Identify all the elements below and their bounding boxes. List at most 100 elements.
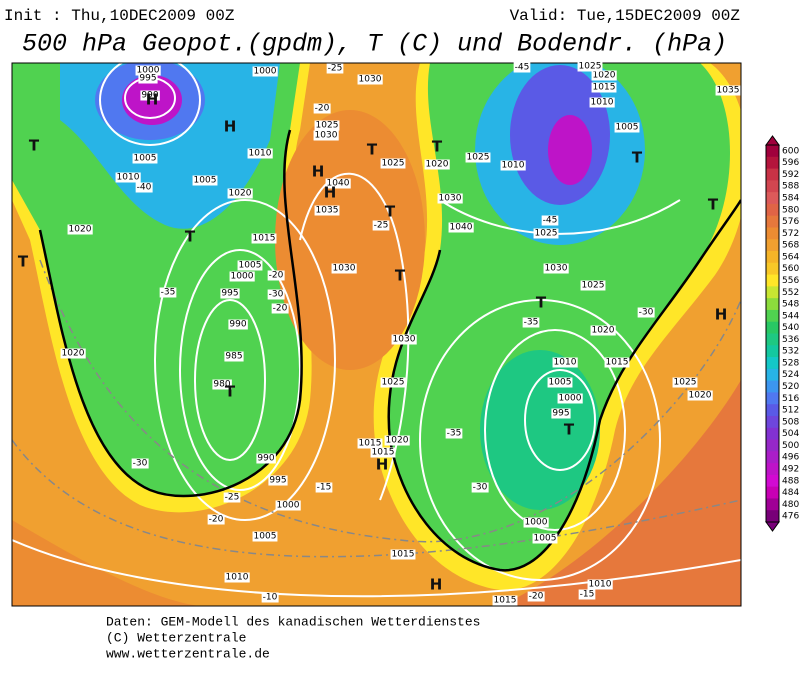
colorbar-cell <box>766 168 779 181</box>
pressure-label: 995 <box>139 74 156 84</box>
pressure-label: 995 <box>269 476 286 486</box>
pressure-label-bg <box>331 263 357 274</box>
valid-text: Valid: Tue,15DEC2009 00Z <box>510 7 741 25</box>
pressure-center: T <box>536 294 547 312</box>
pressure-label: 1025 <box>582 281 605 291</box>
pressure-label-bg <box>687 390 713 401</box>
pressure-label-bg <box>313 130 339 141</box>
pressure-label-bg <box>492 595 518 606</box>
colorbar-label: 556 <box>782 276 799 286</box>
pressure-label: 1020 <box>593 71 616 81</box>
colorbar-label: 480 <box>782 500 799 510</box>
pressure-label: 1035 <box>717 86 740 96</box>
pressure-label: 1000 <box>525 518 548 528</box>
pressure-label-bg <box>390 549 416 560</box>
pressure-label-bg <box>275 500 301 511</box>
isotherms <box>12 259 741 558</box>
pressure-label-bg <box>370 447 396 458</box>
pressure-label-bg <box>465 152 491 163</box>
temperature-label-bg <box>135 182 153 193</box>
pressure-label: 1020 <box>386 436 409 446</box>
pressure-label: 1015 <box>494 596 517 606</box>
colorbar-label: 564 <box>782 252 799 262</box>
colorbar-cell <box>766 274 779 287</box>
pressure-center: H <box>376 456 389 474</box>
colorbar-label: 544 <box>782 311 799 321</box>
temperature-label: -30 <box>473 483 488 493</box>
colorbar-cell <box>766 415 779 429</box>
pressure-label: 1010 <box>591 98 614 108</box>
pressure-label: 1020 <box>689 391 712 401</box>
temperature-label-bg <box>522 317 540 328</box>
pressure-label: 1005 <box>134 154 157 164</box>
pressure-label-bg <box>587 579 613 590</box>
pressure-label: 1015 <box>593 83 616 93</box>
pressure-label: 1025 <box>382 378 405 388</box>
pressure-center: T <box>385 203 396 221</box>
temperature-label-bg <box>313 103 331 114</box>
cold-area <box>480 350 600 510</box>
temperature-label: -35 <box>447 429 462 439</box>
pressure-label-bg <box>237 260 263 271</box>
pressure-label-bg <box>604 357 630 368</box>
colorbar-label: 548 <box>782 300 799 310</box>
warm-area <box>500 380 741 606</box>
pressure-label: 1030 <box>545 264 568 274</box>
colorbar-label: 568 <box>782 241 799 251</box>
pressure-label: 1005 <box>239 261 262 271</box>
pressure-label-bg <box>60 348 86 359</box>
pressure-label: 1025 <box>579 62 602 72</box>
footer-line: www.wetterzentrale.de <box>106 646 270 661</box>
colorbar-cell <box>766 309 779 323</box>
pressure-label-bg <box>448 222 474 233</box>
colorbar-label: 592 <box>782 170 799 180</box>
colorbar-cell <box>766 368 779 382</box>
colorbar-cell <box>766 345 779 358</box>
pressure-label: 1010 <box>502 161 525 171</box>
temperature-label: -25 <box>225 493 240 503</box>
colorbar-cell <box>766 463 779 476</box>
pressure-label: 1000 <box>254 67 277 77</box>
pressure-label-bg <box>589 97 615 108</box>
pressure-label: 1000 <box>559 394 582 404</box>
pressure-label: 985 <box>225 352 242 362</box>
colorbar-cell <box>766 439 779 452</box>
pressure-label: 995 <box>221 289 238 299</box>
temperature-label: -20 <box>273 304 288 314</box>
pressure-label: 1020 <box>229 189 252 199</box>
map-title: 500 hPa Geopot.(gpdm), T (C) und Bodendr… <box>22 30 727 59</box>
colorbar-cell <box>766 286 779 299</box>
green-area <box>388 63 730 571</box>
temperature-label-bg <box>315 482 333 493</box>
temperature-label-bg <box>637 307 655 318</box>
pressure-label-bg <box>252 66 278 77</box>
pressure-label-bg <box>543 263 569 274</box>
map <box>12 63 741 606</box>
colorbar-cell <box>766 227 779 240</box>
colorbar-cell <box>766 510 779 523</box>
colorbar-label: 484 <box>782 488 799 498</box>
pressure-label-bg <box>132 153 158 164</box>
colorbar-cell <box>766 380 779 393</box>
temperature-label: -30 <box>639 308 654 318</box>
temperature-label: -45 <box>515 63 530 73</box>
colorbar-label: 524 <box>782 370 799 380</box>
pressure-label: 1030 <box>393 335 416 345</box>
colorbar-label: 476 <box>782 512 799 522</box>
pressure-label: 1010 <box>249 149 272 159</box>
pressure-label: 1000 <box>277 501 300 511</box>
colorbar-label: 532 <box>782 347 799 357</box>
pressure-label-bg <box>380 158 406 169</box>
colorbar-label: 528 <box>782 358 799 368</box>
pressure-label: 1025 <box>674 378 697 388</box>
pressure-label-bg <box>224 572 250 583</box>
pressure-label-bg <box>212 379 232 390</box>
temperature-label-bg <box>541 215 559 226</box>
pressure-label-bg <box>192 175 218 186</box>
colorbar-cap <box>765 521 780 532</box>
pressure-label-bg <box>247 148 273 159</box>
colorbar-cell <box>766 392 779 405</box>
pressure-label-bg <box>314 120 340 131</box>
geopot-552 <box>38 129 741 572</box>
temperature-label: -45 <box>543 216 558 226</box>
